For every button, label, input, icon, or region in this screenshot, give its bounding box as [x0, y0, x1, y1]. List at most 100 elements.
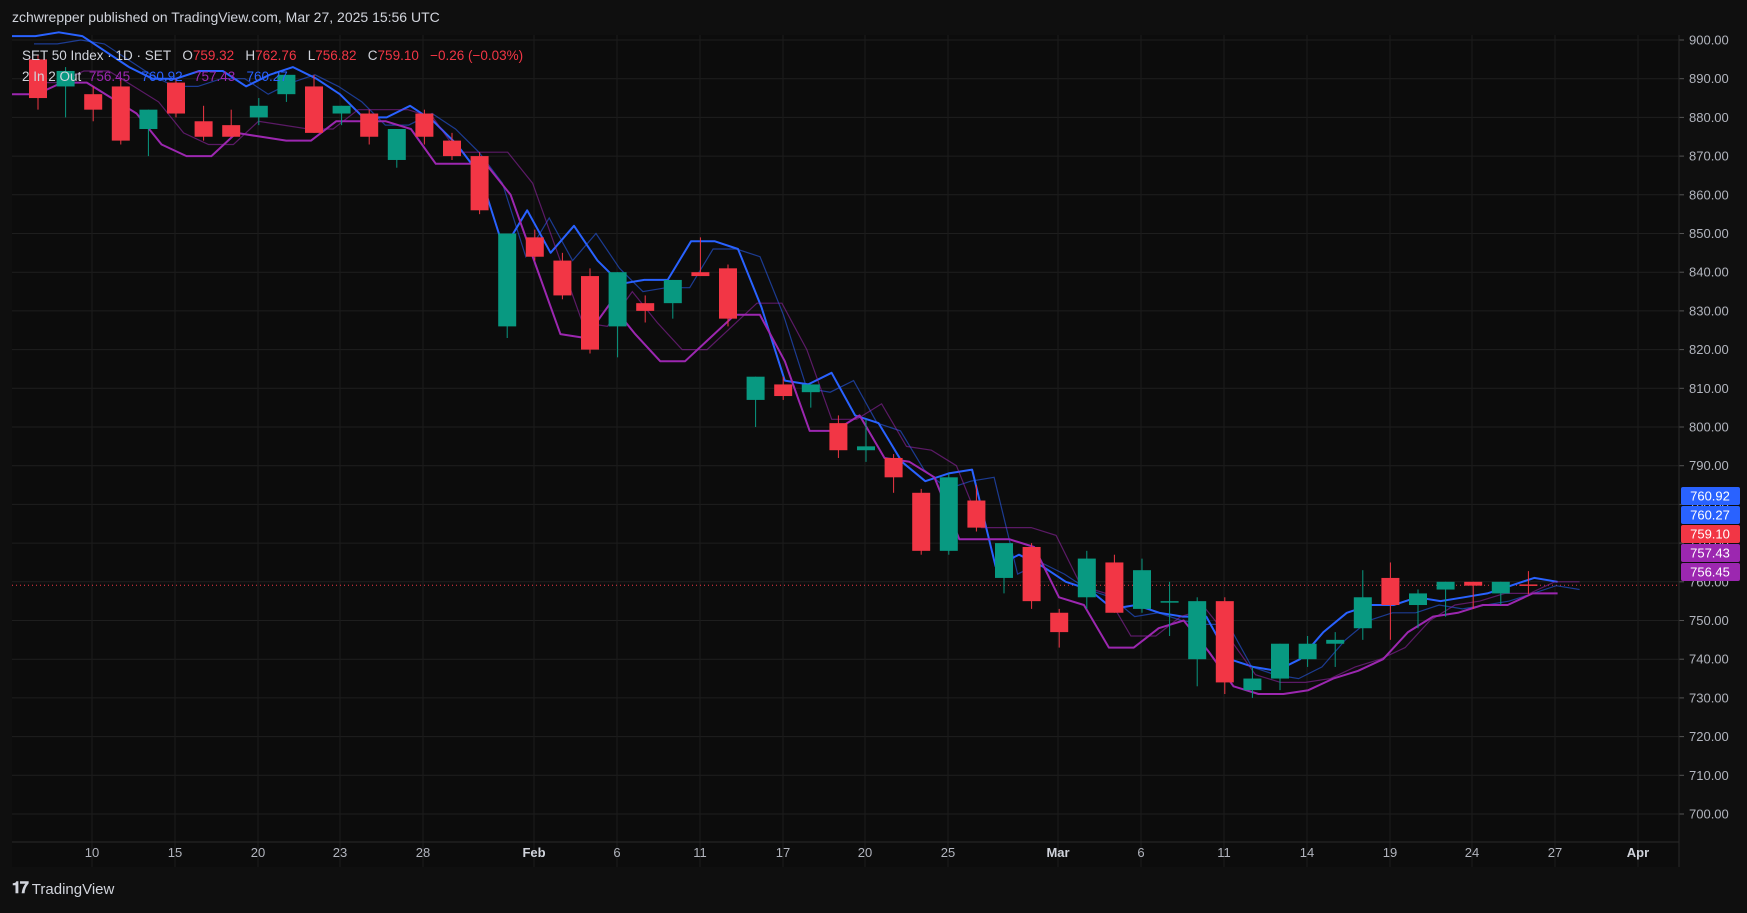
y-tick-label: 870.00: [1689, 149, 1729, 164]
y-tick-label: 880.00: [1689, 110, 1729, 125]
indicator-value-3: 757.43: [193, 69, 236, 84]
y-tick-label: 800.00: [1689, 420, 1729, 435]
candle-body: [277, 74, 296, 95]
high-value: 762.76: [255, 48, 297, 63]
candle-body: [801, 384, 820, 393]
candle-body: [194, 121, 213, 137]
y-tick-label: 720.00: [1689, 729, 1729, 744]
candle-body: [857, 446, 875, 451]
candle-body: [1409, 593, 1427, 606]
open-label: O: [182, 48, 193, 63]
x-tick-label: 6: [613, 845, 620, 860]
candle-body: [1077, 558, 1096, 598]
y-tick-label: 830.00: [1689, 303, 1729, 318]
y-tick-label: 750.00: [1689, 613, 1729, 628]
indicator-secondary-line-2: [34, 70, 1580, 684]
candle-body: [553, 260, 572, 296]
tradingview-logo-icon: 𝟏𝟕: [12, 880, 29, 897]
candle-body: [1519, 584, 1538, 586]
tradingview-footer[interactable]: 𝟏𝟕 TradingView: [12, 880, 114, 898]
indicator-secondary-line-1: [34, 39, 1580, 680]
candle-body: [84, 94, 103, 110]
x-tick-label: 27: [1548, 845, 1562, 860]
candle-body: [525, 237, 544, 257]
y-tick-label: 820.00: [1689, 342, 1729, 357]
candle-body: [1050, 612, 1069, 633]
symbol-legend-row[interactable]: SET 50 Index · 1D · SET O759.32 H762.76 …: [22, 45, 523, 66]
chart-plot-area[interactable]: [12, 35, 1679, 867]
candle-body: [691, 272, 710, 277]
candle-body: [1353, 597, 1372, 629]
candle-body: [1022, 546, 1041, 602]
low-label: L: [307, 48, 316, 63]
candle-body: [884, 457, 903, 478]
symbol-label: SET 50 Index · 1D · SET: [22, 48, 172, 63]
candle-body: [1243, 678, 1262, 691]
x-tick-label: 28: [416, 845, 430, 860]
candle-body: [1133, 570, 1151, 609]
indicator-value-1: 756.45: [88, 69, 131, 84]
candle-body: [1381, 577, 1400, 606]
candle-body: [774, 384, 793, 397]
indicator-line-1: [12, 31, 1558, 672]
candle-body: [415, 113, 434, 137]
candle-body: [1464, 581, 1483, 586]
x-tick-label: 25: [941, 845, 955, 860]
low-value: 756.82: [315, 48, 357, 63]
x-tick-label: 11: [693, 845, 707, 860]
y-tick-label: 790.00: [1689, 458, 1729, 473]
candle-body: [939, 477, 958, 551]
candle-body: [1491, 581, 1510, 594]
candle-body: [139, 109, 158, 130]
price-tag: [1681, 506, 1740, 524]
price-tag: [1681, 544, 1740, 562]
close-label: C: [367, 48, 378, 63]
candle-body: [719, 268, 737, 319]
price-tag: [1681, 563, 1740, 581]
x-tick-label: 14: [1300, 845, 1314, 860]
indicator-legend-row[interactable]: 2 In 2 Out 756.45 760.92 757.43 760.27: [22, 66, 523, 87]
y-tick-label: 810.00: [1689, 381, 1729, 396]
candle-body: [1271, 643, 1289, 679]
candle-body: [1436, 581, 1455, 590]
candle-body: [967, 500, 986, 528]
brand-name: TradingView: [31, 880, 115, 898]
change-value: −0.26 (−0.03%): [430, 48, 524, 63]
candle-body: [56, 70, 75, 87]
y-tick-label: 730.00: [1689, 690, 1729, 705]
candle-body: [608, 272, 627, 327]
x-tick-label: 24: [1465, 845, 1479, 860]
price-tag-label: 757.43: [1690, 546, 1730, 561]
candle-body: [387, 129, 406, 160]
candle-body: [332, 105, 351, 114]
x-tick-label: 20: [251, 845, 265, 860]
price-tag: [1681, 487, 1740, 505]
candle-body: [829, 423, 848, 451]
price-tag-label: 759.10: [1690, 527, 1730, 542]
publisher-caption: zchwrepper published on TradingView.com,…: [12, 9, 440, 25]
y-tick-label: 890.00: [1689, 71, 1729, 86]
candle-body: [912, 492, 931, 551]
candle-body: [167, 82, 185, 114]
y-tick-label: 900.00: [1689, 33, 1729, 48]
candle-body: [1160, 601, 1179, 603]
x-tick-label: Feb: [522, 845, 545, 860]
candle-body: [663, 279, 682, 304]
high-label: H: [245, 48, 256, 63]
x-tick-label: 15: [168, 845, 182, 860]
candle-body: [29, 59, 47, 99]
y-tick-label: 740.00: [1689, 652, 1729, 667]
candle-body: [249, 105, 268, 118]
x-tick-label: 10: [85, 845, 99, 860]
indicator-value-4: 760.27: [246, 69, 288, 84]
y-tick-label: 860.00: [1689, 187, 1729, 202]
candle-body: [470, 156, 489, 211]
x-tick-label: 20: [858, 845, 872, 860]
y-tick-label: 710.00: [1689, 768, 1729, 783]
candle-body: [443, 140, 461, 157]
x-tick-label: 11: [1217, 845, 1231, 860]
candle-body: [111, 86, 130, 141]
open-value: 759.32: [192, 48, 235, 63]
indicator-line-2: [12, 81, 1558, 695]
